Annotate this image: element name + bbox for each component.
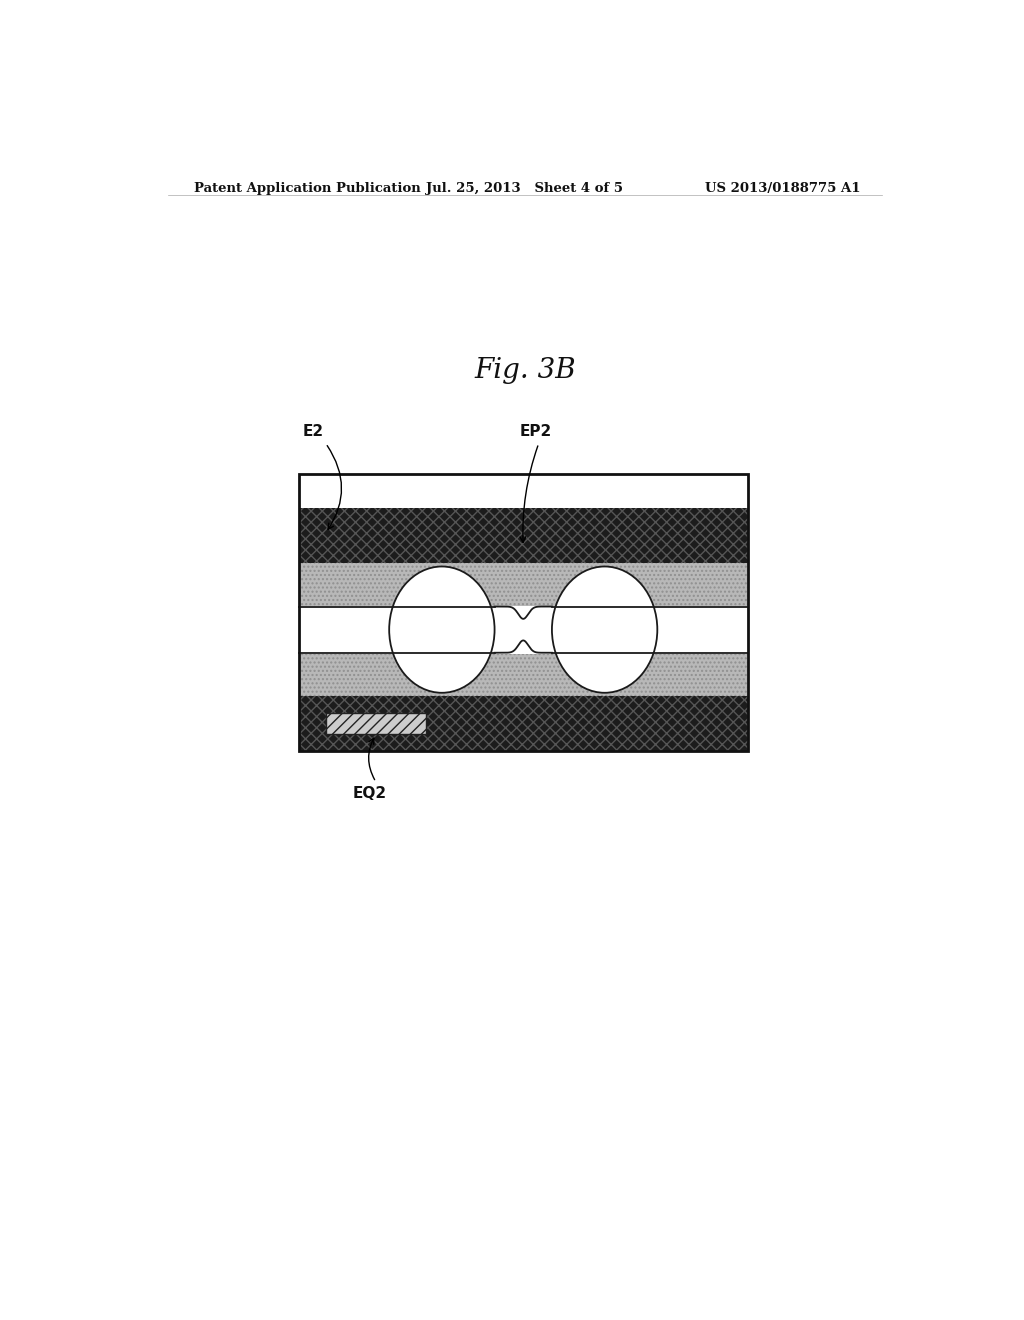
Text: EP2: EP2	[519, 425, 552, 440]
Text: Patent Application Publication: Patent Application Publication	[194, 182, 421, 194]
Bar	[326, 713, 426, 734]
Bar	[299, 653, 748, 696]
Bar	[299, 564, 748, 606]
Bar	[299, 696, 748, 751]
Text: Fig. 3B: Fig. 3B	[474, 356, 575, 384]
Text: Jul. 25, 2013   Sheet 4 of 5: Jul. 25, 2013 Sheet 4 of 5	[426, 182, 624, 194]
Bar	[299, 508, 748, 564]
Bar	[299, 696, 748, 751]
Bar	[299, 607, 748, 653]
Bar	[299, 508, 748, 564]
Bar	[299, 564, 748, 606]
Bar	[299, 474, 748, 751]
Text: US 2013/0188775 A1: US 2013/0188775 A1	[706, 182, 861, 194]
Text: E2: E2	[302, 425, 324, 440]
Ellipse shape	[389, 566, 495, 693]
Text: EQ2: EQ2	[352, 785, 387, 801]
Polygon shape	[495, 607, 552, 652]
Bar	[299, 606, 748, 653]
Bar	[299, 653, 748, 696]
Ellipse shape	[552, 566, 657, 693]
